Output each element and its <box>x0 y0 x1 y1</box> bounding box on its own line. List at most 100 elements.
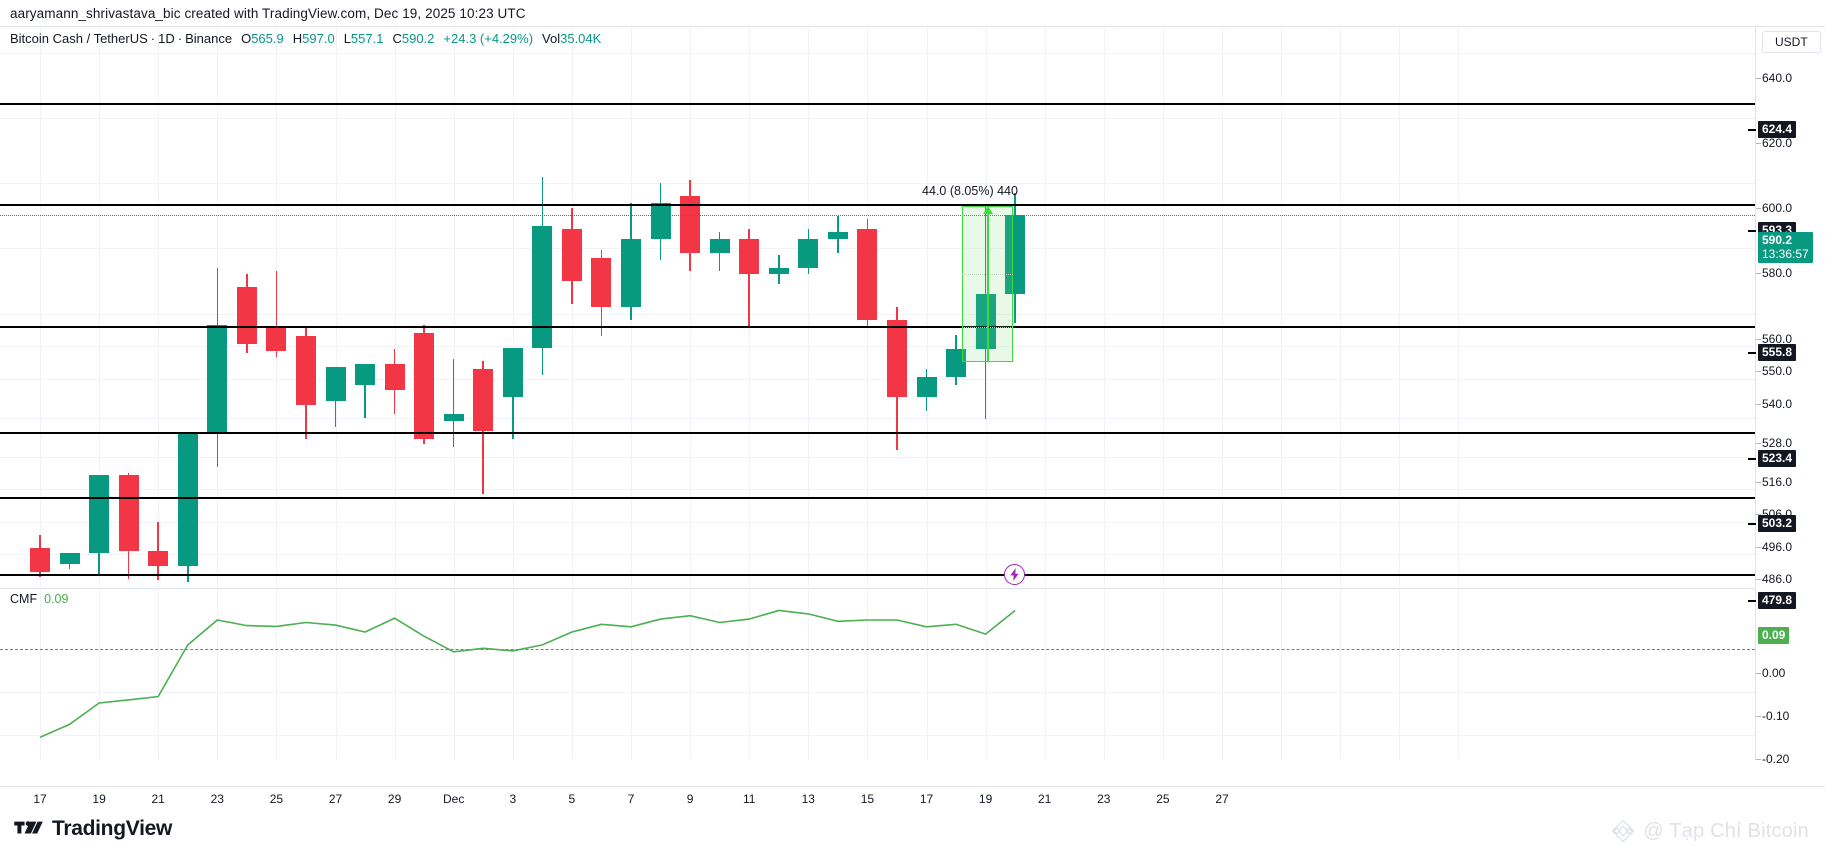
cmf-legend-name[interactable]: CMF <box>10 592 38 606</box>
time-gridline <box>99 589 101 760</box>
price-level-tag-dash <box>1748 230 1756 233</box>
time-gridline <box>1103 27 1105 587</box>
price-level-tag[interactable]: 479.8 <box>1758 591 1797 609</box>
time-axis-tick: 3 <box>509 792 517 806</box>
price-axis-tick: 540.0 <box>1756 396 1793 411</box>
chart-legend: Bitcoin Cash / TetherUS · 1D · Binance O… <box>10 31 601 46</box>
candle-wick <box>364 378 366 418</box>
price-level-line[interactable] <box>0 102 1755 105</box>
price-gridline <box>0 554 1755 556</box>
price-level-tag-dash <box>1748 457 1756 460</box>
time-gridline <box>1399 27 1401 587</box>
time-axis-tick: 25 <box>1156 792 1170 806</box>
legend-symbol[interactable]: Bitcoin Cash / TetherUS <box>10 31 148 46</box>
price-axis-tick-label: 540.0 <box>1762 396 1793 411</box>
candle-body <box>30 547 50 573</box>
time-gridline <box>217 589 219 760</box>
price-axis[interactable]: USDT 640.0 620.0 600.0 580.0 560.0 550.0 540.0… <box>1748 27 1825 766</box>
price-gridline <box>0 118 1755 120</box>
time-gridline <box>1222 589 1223 760</box>
time-gridline <box>1044 589 1046 760</box>
candle-body <box>355 363 376 386</box>
time-gridline <box>276 589 278 760</box>
chart-frame: 44.0 (8.05%) 440 Bitcoin Cash / TetherUS… <box>0 26 1825 786</box>
time-axis-tick: 17 <box>919 792 934 806</box>
time-gridline <box>512 589 514 760</box>
price-level-tag[interactable]: 523.4 <box>1758 449 1797 467</box>
price-level-line[interactable] <box>0 497 1755 500</box>
price-axis-tick: 620.0 <box>1756 136 1793 151</box>
price-axis-tick: 550.0 <box>1756 364 1793 379</box>
candle-body <box>502 347 523 397</box>
candle-body <box>236 287 257 345</box>
time-gridline <box>99 27 101 587</box>
price-axis-tick-label: 580.0 <box>1762 266 1793 281</box>
price-gridline <box>0 456 1755 458</box>
time-axis-tick: 11 <box>742 792 756 806</box>
time-gridline <box>571 27 573 587</box>
price-axis-tick-label: 600.0 <box>1762 201 1793 216</box>
price-gridline <box>0 346 1755 348</box>
legend-volume-value: 35.04K <box>560 31 602 46</box>
price-level-tag-dash <box>1748 599 1756 602</box>
legend-low-value: 557.1 <box>350 31 384 46</box>
time-gridline <box>571 589 573 760</box>
price-axis-tick: 486.0 <box>1756 572 1792 586</box>
last-price-tag[interactable]: 590.2 13:36:57 <box>1758 232 1813 264</box>
legend-open-label: O <box>241 31 252 46</box>
legend-close-value: 590.2 <box>401 31 435 46</box>
time-axis[interactable]: 17 19 21 23 25 27 29 Dec 3 5 7 9 11 13 15 17 19 21 23 25 27 <box>0 786 1825 812</box>
price-axis-tick-label: 640.0 <box>1762 71 1793 86</box>
time-gridline <box>1340 589 1342 760</box>
price-gridline <box>0 521 1755 523</box>
price-level-tag[interactable]: 624.4 <box>1758 120 1797 138</box>
time-gridline <box>1222 27 1223 587</box>
time-gridline <box>394 27 396 587</box>
price-level-line[interactable] <box>0 204 1755 207</box>
tradingview-logo[interactable]: TradingView <box>14 817 172 841</box>
price-axis-tick: 640.0 <box>1756 71 1793 86</box>
time-axis-tick: 27 <box>328 792 343 806</box>
plot-area[interactable]: 44.0 (8.05%) 440 <box>0 27 1755 760</box>
time-axis-tick: 27 <box>1215 792 1229 806</box>
cmf-indicator-pane[interactable] <box>0 588 1755 760</box>
candle-body <box>768 267 789 275</box>
price-axis-tick-label: 528.0 <box>1762 435 1793 450</box>
price-axis-tick: 516.0 <box>1756 475 1792 489</box>
legend-high-value: 597.0 <box>302 31 335 46</box>
time-axis-tick: 29 <box>387 792 402 806</box>
time-gridline <box>158 589 160 760</box>
time-axis-tick: 19 <box>92 792 106 806</box>
alert-lightning-icon[interactable] <box>1003 563 1025 585</box>
legend-high: H597.0 <box>293 31 335 46</box>
legend-exchange: Binance <box>185 31 233 46</box>
cmf-gridline <box>0 735 1755 737</box>
time-axis-tick: Dec <box>443 792 465 806</box>
candle-body <box>118 474 139 552</box>
candle-body <box>59 552 80 565</box>
price-level-tag-dash <box>1748 523 1756 526</box>
candle-body <box>650 202 671 239</box>
legend-close: C590.2 <box>392 31 434 46</box>
time-gridline <box>690 589 692 760</box>
price-gridline <box>0 489 1755 491</box>
legend-interval[interactable]: 1D <box>158 31 175 46</box>
legend-sep1: · <box>150 31 156 46</box>
price-level-tag[interactable]: 555.8 <box>1758 344 1797 362</box>
price-axis-tick-label: 550.0 <box>1762 364 1793 379</box>
price-level-line[interactable] <box>0 573 1755 576</box>
candle-wick <box>68 560 71 570</box>
price-axis-tick-label: 620.0 <box>1762 136 1793 151</box>
watermark-text: @ Tạp Chí Bitcoin <box>1643 819 1809 842</box>
legend-volume: Vol35.04K <box>542 31 601 46</box>
candle-body <box>946 349 967 377</box>
price-pane[interactable]: 44.0 (8.05%) 440 <box>0 27 1755 587</box>
cmf-axis-tick: -0.10 <box>1756 709 1789 723</box>
last-price-value: 590.2 <box>1762 233 1793 248</box>
price-level-tag[interactable]: 503.2 <box>1758 515 1797 533</box>
price-level-line[interactable] <box>0 326 1755 329</box>
time-axis-tick: 7 <box>627 792 635 806</box>
cmf-legend-value: 0.09 <box>44 592 69 606</box>
legend-change: +24.3 (+4.29%) <box>443 31 534 46</box>
price-level-line[interactable] <box>0 431 1755 434</box>
